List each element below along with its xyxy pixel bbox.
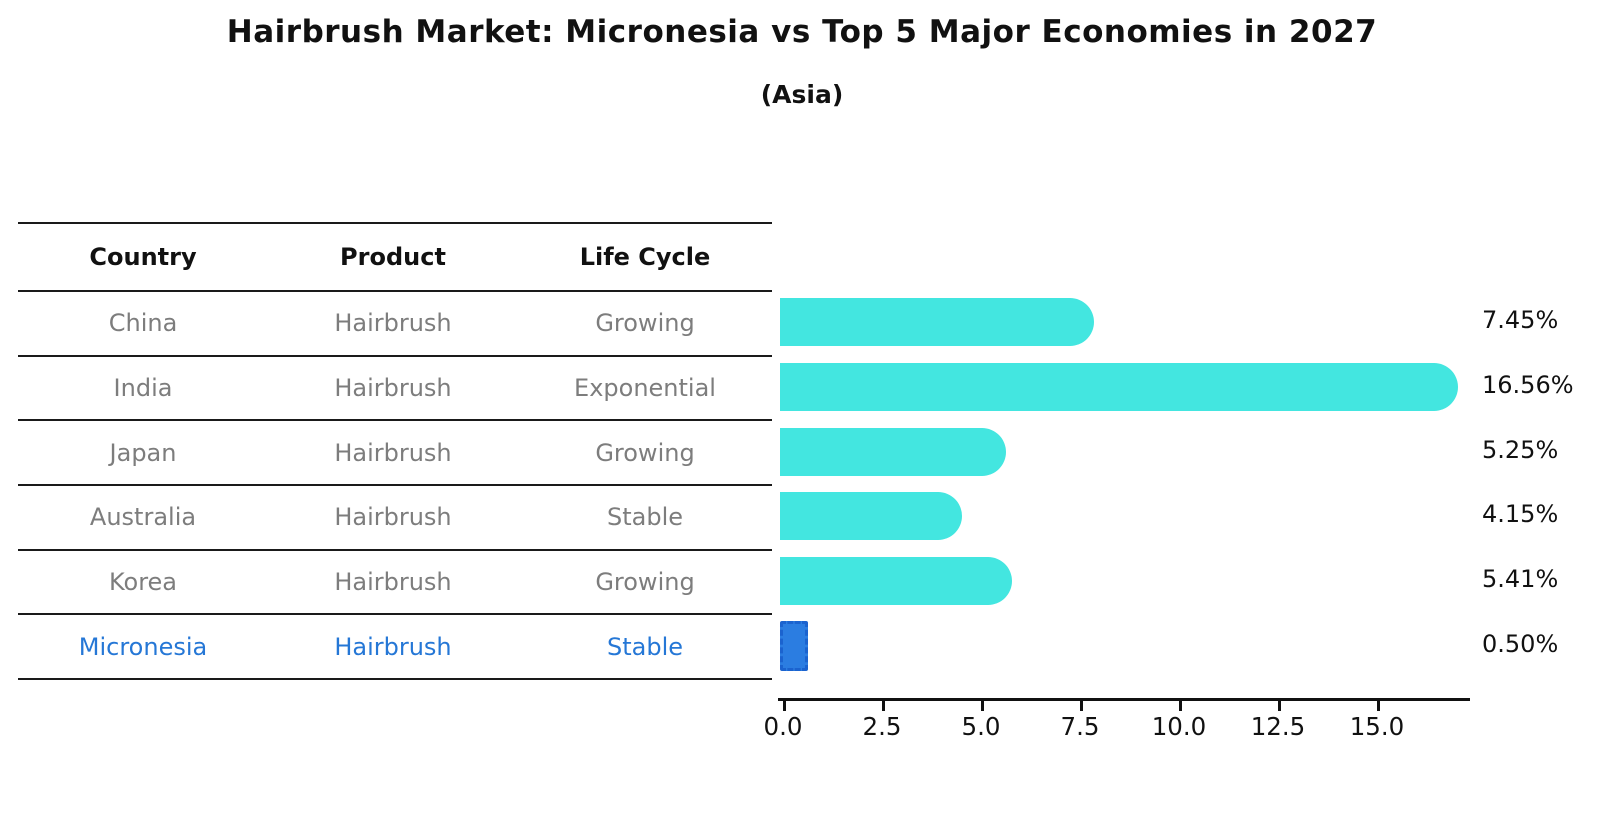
- table-row-india: India Hairbrush Exponential: [18, 357, 772, 422]
- value-label-australia: 4.15%: [1482, 500, 1559, 529]
- country-cell: Micronesia: [78, 632, 208, 661]
- x-tick-label: 5.0: [961, 712, 1001, 741]
- product-cell: Hairbrush: [334, 503, 452, 532]
- chart-subtitle: (Asia): [760, 80, 844, 109]
- country-cell: Korea: [108, 568, 178, 597]
- x-tick-mark: [1179, 701, 1182, 711]
- table-row-japan: Japan Hairbrush Growing: [18, 421, 772, 487]
- x-tick-label: 15.0: [1349, 712, 1405, 741]
- country-cell: India: [113, 374, 173, 403]
- product-cell: Hairbrush: [334, 309, 452, 338]
- product-cell: Hairbrush: [334, 632, 452, 661]
- x-tick-mark: [783, 701, 786, 711]
- country-cell: China: [108, 309, 178, 338]
- chart-title: Hairbrush Market: Micronesia vs Top 5 Ma…: [226, 14, 1378, 50]
- x-tick-label: 0.0: [763, 712, 803, 741]
- table-header-country: Country: [89, 243, 197, 271]
- product-cell: Hairbrush: [334, 568, 452, 597]
- country-cell: Japan: [109, 438, 177, 467]
- table-row-korea: Korea Hairbrush Growing: [18, 551, 772, 616]
- product-cell: Hairbrush: [334, 438, 452, 467]
- value-label-india: 16.56%: [1482, 371, 1574, 400]
- bar-india: [780, 363, 1459, 412]
- value-label-china: 7.45%: [1482, 306, 1559, 335]
- x-axis-line: [778, 698, 1470, 701]
- table-body: China Hairbrush Growing India Hairbrush Expon…: [18, 292, 772, 681]
- table-row-china: China Hairbrush Growing: [18, 292, 772, 357]
- x-tick-label: 2.5: [862, 712, 902, 741]
- table-row-australia: Australia Hairbrush Stable: [18, 486, 772, 551]
- x-tick-mark: [1377, 701, 1380, 711]
- country-cell: Australia: [89, 503, 197, 532]
- life-cycle-cell: Growing: [595, 568, 695, 597]
- bar-china: [780, 298, 1094, 347]
- life-cycle-cell: Exponential: [574, 374, 716, 403]
- country-table: Country Product Life Cycle China Hairbrus…: [18, 222, 772, 681]
- x-tick-mark: [981, 701, 984, 711]
- bar-japan: [780, 427, 1006, 476]
- table-header-row: Country Product Life Cycle: [18, 222, 772, 292]
- value-label-micronesia: 0.50%: [1482, 629, 1559, 658]
- life-cycle-cell: Stable: [606, 503, 684, 532]
- life-cycle-cell: Growing: [595, 309, 695, 338]
- life-cycle-cell: Growing: [595, 438, 695, 467]
- table-header-product: Product: [340, 243, 446, 271]
- value-label-korea: 5.41%: [1482, 565, 1559, 594]
- value-label-japan: 5.25%: [1482, 435, 1559, 464]
- x-tick-label: 7.5: [1060, 712, 1100, 741]
- bar-korea: [780, 557, 1013, 606]
- x-tick-mark: [1080, 701, 1083, 711]
- x-tick-label: 12.5: [1250, 712, 1306, 741]
- life-cycle-cell: Stable: [606, 632, 684, 661]
- x-tick-mark: [1278, 701, 1281, 711]
- table-row-micronesia: Micronesia Hairbrush Stable: [18, 615, 772, 681]
- product-cell: Hairbrush: [334, 374, 452, 403]
- x-tick-label: 10.0: [1151, 712, 1207, 741]
- x-tick-mark: [882, 701, 885, 711]
- bar-micronesia: [780, 620, 808, 671]
- table-header-life-cycle: Life Cycle: [579, 243, 711, 271]
- bar-australia: [780, 492, 962, 541]
